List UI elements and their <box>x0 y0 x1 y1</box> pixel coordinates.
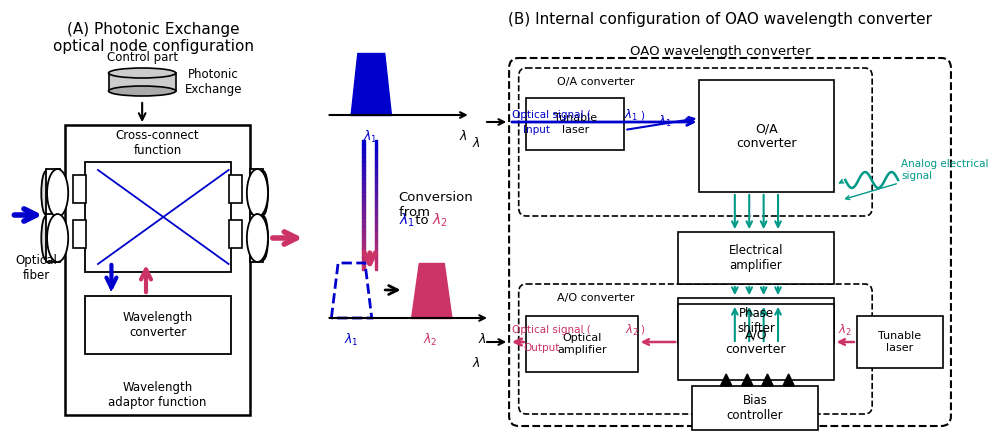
FancyBboxPatch shape <box>678 304 834 380</box>
Text: $\lambda_2$: $\lambda_2$ <box>423 332 438 348</box>
Text: $\lambda_1$: $\lambda_1$ <box>344 332 359 348</box>
Text: Tunable
laser: Tunable laser <box>554 113 597 135</box>
Ellipse shape <box>47 169 68 217</box>
Text: Optical
fiber: Optical fiber <box>16 254 57 282</box>
FancyBboxPatch shape <box>250 214 263 262</box>
Text: Tunable
laser: Tunable laser <box>878 331 922 353</box>
FancyBboxPatch shape <box>250 169 263 217</box>
Text: Bias
controller: Bias controller <box>727 394 783 422</box>
Text: Phase
shifter: Phase shifter <box>737 307 775 335</box>
Text: $\lambda_1$: $\lambda_1$ <box>658 113 672 128</box>
Text: $\lambda_2$: $\lambda_2$ <box>838 322 852 337</box>
Polygon shape <box>742 374 753 386</box>
FancyBboxPatch shape <box>678 232 834 284</box>
FancyBboxPatch shape <box>229 220 242 248</box>
FancyBboxPatch shape <box>678 298 834 344</box>
Text: Optical signal (: Optical signal ( <box>512 325 591 335</box>
FancyBboxPatch shape <box>65 125 250 415</box>
Text: Wavelength
adaptor function: Wavelength adaptor function <box>108 381 207 409</box>
Text: $\lambda$: $\lambda$ <box>472 356 481 370</box>
Text: ): ) <box>640 110 644 120</box>
FancyBboxPatch shape <box>699 80 834 192</box>
Text: $\lambda$: $\lambda$ <box>472 136 481 150</box>
Text: $\lambda_1$: $\lambda_1$ <box>399 211 415 229</box>
Text: Optical
amplifier: Optical amplifier <box>557 333 607 355</box>
Text: O/A converter: O/A converter <box>557 77 635 87</box>
Text: Optical signal (: Optical signal ( <box>512 110 591 120</box>
Ellipse shape <box>247 214 268 262</box>
Ellipse shape <box>258 216 268 260</box>
Ellipse shape <box>41 171 51 215</box>
Text: ): ) <box>641 325 645 335</box>
FancyBboxPatch shape <box>526 98 624 150</box>
FancyBboxPatch shape <box>85 162 231 272</box>
FancyBboxPatch shape <box>509 58 951 426</box>
Ellipse shape <box>109 68 176 78</box>
FancyBboxPatch shape <box>526 316 638 372</box>
FancyBboxPatch shape <box>857 316 943 368</box>
Polygon shape <box>720 374 732 386</box>
FancyBboxPatch shape <box>519 284 872 414</box>
Polygon shape <box>762 374 773 386</box>
Text: Cross-connect
function: Cross-connect function <box>116 129 199 157</box>
Text: $\lambda$: $\lambda$ <box>459 129 467 143</box>
Text: Wavelength
converter: Wavelength converter <box>122 311 193 339</box>
Ellipse shape <box>247 169 268 217</box>
Text: OAO wavelength converter: OAO wavelength converter <box>630 45 811 58</box>
Text: Output: Output <box>523 343 560 353</box>
Text: $\lambda_2$: $\lambda_2$ <box>625 322 639 337</box>
Polygon shape <box>783 374 794 386</box>
FancyBboxPatch shape <box>519 68 872 216</box>
Ellipse shape <box>109 86 176 96</box>
Text: O/A
converter: O/A converter <box>736 122 797 150</box>
FancyBboxPatch shape <box>73 220 86 248</box>
Text: (B) Internal configuration of OAO wavelength converter: (B) Internal configuration of OAO wavele… <box>508 12 932 27</box>
FancyBboxPatch shape <box>46 214 60 262</box>
Text: (A) Photonic Exchange
optical node configuration: (A) Photonic Exchange optical node confi… <box>53 22 254 54</box>
FancyBboxPatch shape <box>229 175 242 203</box>
Text: Photonic
Exchange: Photonic Exchange <box>184 68 242 96</box>
Text: Conversion
from: Conversion from <box>399 191 473 219</box>
Text: A/O
converter: A/O converter <box>726 328 786 356</box>
FancyBboxPatch shape <box>73 175 86 203</box>
FancyBboxPatch shape <box>85 296 231 354</box>
Text: to: to <box>411 213 433 227</box>
Text: $\lambda_2$: $\lambda_2$ <box>432 211 448 229</box>
FancyBboxPatch shape <box>692 386 818 430</box>
FancyBboxPatch shape <box>46 169 60 217</box>
Text: $\lambda_1$: $\lambda_1$ <box>363 129 378 145</box>
Text: Input: Input <box>523 125 550 135</box>
Text: Control part: Control part <box>107 52 178 64</box>
Text: Electrical
amplifier: Electrical amplifier <box>729 244 783 272</box>
FancyBboxPatch shape <box>109 73 176 91</box>
Ellipse shape <box>47 214 68 262</box>
Ellipse shape <box>41 216 51 260</box>
Text: $\lambda$: $\lambda$ <box>478 332 487 346</box>
Ellipse shape <box>258 171 268 215</box>
Text: $\lambda_1$: $\lambda_1$ <box>624 108 638 123</box>
Text: A/O converter: A/O converter <box>557 293 635 303</box>
Text: Analog electrical
signal: Analog electrical signal <box>901 159 988 181</box>
